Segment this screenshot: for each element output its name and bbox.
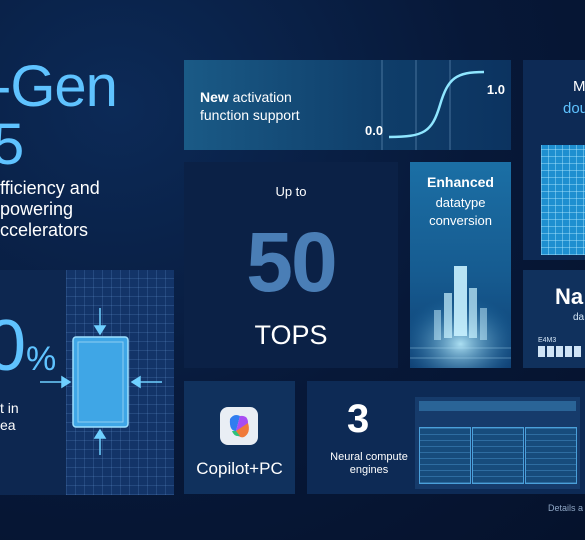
compute-engine-block: [472, 427, 524, 484]
tops-tile: Up to 50 TOPS: [184, 162, 398, 368]
npu-diagram-image: [415, 397, 580, 489]
engines-text: Neural compute engines: [319, 451, 419, 477]
right-top-line1: M: [573, 78, 585, 95]
activation-value-high: 1.0: [486, 82, 505, 97]
tops-prefix: Up to: [275, 184, 307, 199]
data-tower-image: [410, 266, 511, 368]
percent-sign: %: [26, 340, 57, 378]
copilot-label: Copilot+PC: [196, 459, 283, 478]
npu-top-bar: [419, 401, 576, 411]
bit-blocks: [538, 346, 581, 357]
neural-engines-tile: 3 Neural compute engines: [307, 381, 585, 494]
tops-number: 50: [246, 215, 337, 309]
bit-block: [556, 346, 563, 357]
right-mid-sub: da: [573, 312, 585, 323]
hero-title: -Gen 5: [0, 54, 118, 177]
bit-block: [565, 346, 572, 357]
right-mid-title: Na: [555, 284, 584, 309]
area-reduction-text: t in ea: [0, 400, 19, 434]
compute-engine-block: [525, 427, 577, 484]
bit-block: [547, 346, 554, 357]
chip-grid-image: [541, 145, 585, 255]
area-text-line1: t in: [0, 400, 19, 416]
activation-value-low: 0.0: [365, 123, 384, 138]
activation-function-tile: New activation function support 1.0 0.0: [184, 60, 511, 150]
compute-engine-block: [419, 427, 471, 484]
hero-subtitle-line2: powering: [0, 199, 74, 219]
enhanced-line2: datatype: [435, 195, 486, 210]
bit-block: [538, 346, 545, 357]
area-reduction-percent: 0%: [0, 310, 56, 395]
bit-block: [574, 346, 581, 357]
shrink-arrows-icon: [40, 308, 162, 455]
enhanced-title: Enhanced: [427, 174, 494, 190]
hero-subtitle: fficiency and powering ccelerators: [0, 178, 100, 241]
engines-line1: Neural compute: [330, 451, 408, 463]
copilot-tile: Copilot+PC: [184, 381, 295, 494]
copilot-icon: [220, 407, 258, 445]
right-mid-tile: Na da E4M3: [523, 270, 585, 368]
enhanced-subtitle: datatype conversion: [410, 194, 511, 230]
sigmoid-curve-icon: [381, 60, 485, 150]
percent-digit: 0: [0, 306, 27, 386]
format-label: E4M3: [538, 337, 557, 344]
right-top-line2: dou: [563, 100, 585, 117]
hero-subtitle-line3: ccelerators: [0, 220, 89, 240]
engines-line2: engines: [349, 464, 389, 476]
area-text-line2: ea: [0, 417, 16, 433]
enhanced-line3: conversion: [429, 213, 492, 228]
die-area-tile: [0, 270, 174, 495]
right-top-tile: M dou: [523, 60, 585, 260]
tops-unit: TOPS: [254, 320, 328, 350]
datatype-conversion-tile: Enhanced datatype conversion: [410, 162, 511, 368]
activation-rest: activation: [228, 89, 292, 105]
hero-subtitle-line1: fficiency and: [0, 178, 100, 198]
hero-title-line2: 5: [0, 112, 24, 177]
activation-text: New activation function support: [200, 88, 300, 124]
activation-line2: function support: [200, 107, 300, 123]
details-footnote: Details a: [548, 503, 584, 513]
engines-number: 3: [347, 397, 370, 441]
activation-bold: New: [200, 89, 229, 105]
hero-title-line1: -Gen: [0, 54, 118, 119]
